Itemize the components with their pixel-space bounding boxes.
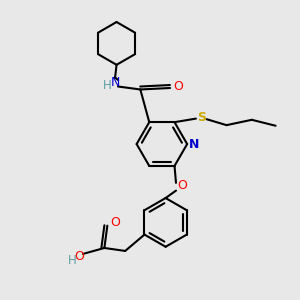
Text: O: O — [74, 250, 84, 263]
Text: N: N — [188, 138, 199, 151]
Text: O: O — [111, 216, 121, 229]
Text: S: S — [197, 111, 206, 124]
Text: N: N — [110, 76, 120, 89]
Text: H: H — [68, 254, 77, 267]
Text: O: O — [178, 179, 188, 192]
Text: O: O — [173, 80, 183, 93]
Text: H: H — [102, 79, 111, 92]
